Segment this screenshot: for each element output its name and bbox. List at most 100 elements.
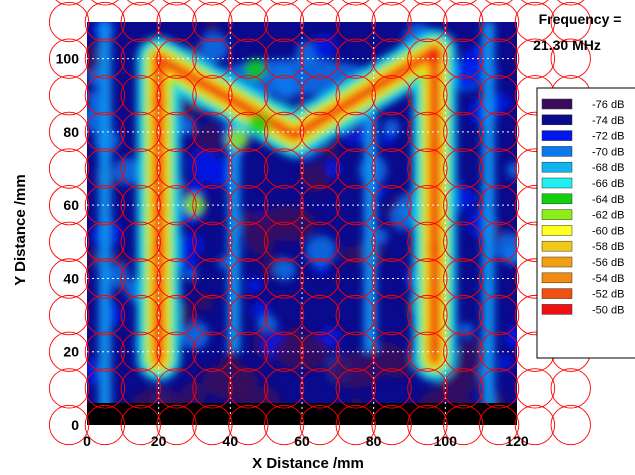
overlay-circle (478, 1, 520, 43)
overlay-circle (449, 0, 478, 6)
texture-blob (491, 92, 511, 112)
overlay-circle (48, 331, 90, 372)
overlay-circle (270, 0, 298, 6)
overlay-circle (335, 404, 376, 446)
overlay-circle (299, 331, 341, 372)
field-peak (425, 45, 444, 64)
legend-label: -72 dB (592, 131, 624, 143)
overlay-circle (371, 404, 412, 446)
overlay-circle (550, 368, 591, 409)
overlay-circle (84, 1, 126, 43)
legend-swatch (541, 130, 573, 141)
texture-blob (178, 117, 195, 135)
overlay-circle (120, 294, 161, 336)
overlay-circle (407, 258, 448, 299)
overlay-circle (299, 1, 341, 43)
texture-blob (373, 229, 389, 244)
overlay-circle (478, 368, 520, 409)
overlay-circle (156, 404, 197, 446)
legend-swatch (541, 161, 573, 173)
overlay-circle (228, 38, 269, 79)
overlay-circle (234, 0, 263, 6)
texture-blob (246, 277, 262, 293)
texture-blob (496, 232, 517, 265)
overlay-circle (120, 404, 161, 446)
overlay-circle (156, 221, 197, 262)
frequency-label: Frequency = (539, 11, 622, 27)
overlay-circle (443, 368, 484, 409)
legend-swatch (541, 240, 573, 252)
overlay-circle (48, 221, 90, 262)
overlay-circle (371, 75, 412, 116)
overlay-circle (299, 75, 341, 116)
overlay-circle (192, 38, 233, 79)
overlay-circle (228, 368, 269, 409)
y-axis-title: Y Distance /mm (12, 174, 29, 285)
overlay-circle (371, 294, 412, 336)
overlay-circle (299, 38, 341, 79)
texture-blob (325, 160, 342, 177)
overlay-circle (84, 75, 126, 116)
legend-label: -60 dB (592, 225, 624, 237)
field-spot (244, 58, 267, 81)
legend-label: -50 dB (592, 304, 624, 316)
overlay-circle (228, 294, 269, 336)
legend-swatch (541, 193, 573, 205)
overlay-circle (120, 111, 161, 153)
legend-label: -56 dB (592, 257, 624, 269)
overlay-circle (48, 111, 90, 153)
texture-blob (179, 233, 203, 257)
overlay-circle (371, 221, 412, 262)
overlay-circle (120, 75, 161, 116)
overlay-circle (84, 185, 126, 226)
overlay-circle (126, 0, 155, 6)
overlay-circle (335, 294, 376, 336)
overlay-circle (443, 111, 484, 153)
field-band (101, 22, 108, 425)
overlay-circle (192, 331, 233, 372)
overlay-circle (263, 404, 305, 446)
overlay-circle (228, 258, 269, 299)
legend-swatch (541, 288, 573, 299)
overlay-circle (407, 221, 448, 262)
texture-blob (312, 34, 337, 59)
texture-blob (506, 162, 517, 179)
overlay-circle (485, 0, 513, 6)
overlay-circle (341, 0, 370, 6)
overlay-circle (371, 331, 412, 372)
legend-label: -68 dB (592, 162, 624, 174)
y-tick-label: 0 (71, 417, 79, 433)
field-band (230, 113, 237, 352)
field-dark (327, 352, 384, 389)
overlay-circle (335, 331, 376, 372)
overlay-circle (514, 368, 556, 409)
overlay-circle (84, 111, 126, 153)
overlay-circle (550, 38, 591, 79)
overlay-circle (48, 368, 90, 409)
overlay-circle (263, 294, 305, 336)
x-tick-label: 0 (83, 433, 91, 449)
legend-swatch (541, 146, 573, 157)
overlay-circle (84, 148, 126, 189)
legend-box (536, 87, 635, 359)
texture-blob (457, 339, 489, 371)
x-tick-label: 20 (151, 433, 167, 449)
legend-swatch (541, 272, 573, 284)
overlay-circle (263, 185, 305, 226)
overlay-circle (443, 185, 484, 226)
overlay-circle (228, 148, 269, 189)
overlay-circle (192, 75, 233, 116)
field-peak (427, 242, 442, 257)
overlay-circle (514, 404, 556, 446)
overlay-circle (514, 1, 556, 43)
texture-blob (204, 159, 234, 188)
legend-swatch (541, 114, 573, 126)
overlay-circle (443, 1, 484, 43)
overlay-circle (478, 185, 520, 226)
overlay-circle (156, 38, 197, 79)
overlay-circle (120, 38, 161, 79)
overlay-circle (478, 294, 520, 336)
overlay-circle (48, 148, 90, 189)
legend-label: -74 dB (592, 115, 624, 127)
